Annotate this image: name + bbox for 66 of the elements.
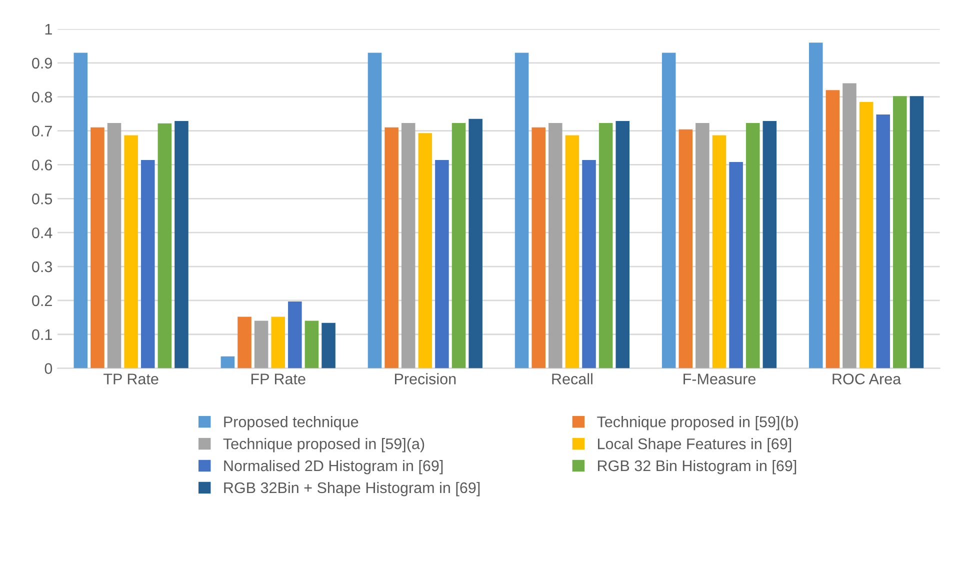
bar [762, 120, 777, 368]
bar [220, 356, 235, 368]
bar [696, 122, 710, 368]
y-tick-label: 1 [45, 24, 52, 35]
bar [565, 135, 580, 368]
y-tick-label: 0.2 [32, 295, 52, 306]
y-tick-label: 0 [44, 363, 52, 374]
bar [90, 127, 104, 368]
y-tick-label: 0.4 [32, 227, 52, 238]
bar [893, 96, 907, 368]
bar [582, 160, 596, 368]
bar [532, 127, 546, 368]
bar [910, 96, 924, 368]
bar [746, 122, 760, 368]
bar [808, 42, 823, 368]
bar [712, 135, 726, 368]
legend-label: Normalised 2D Histogram in [69] [224, 460, 443, 474]
y-tick-label: 0.7 [32, 126, 52, 136]
x-tick-label: FP Rate [251, 374, 306, 384]
bar [548, 122, 562, 368]
bar [662, 52, 676, 368]
x-tick-label: Recall [552, 373, 592, 384]
bar [826, 90, 840, 368]
bar [140, 160, 155, 368]
bar [859, 102, 874, 368]
bar [238, 316, 252, 368]
legend-label: Local Shape Features in [69] [598, 438, 792, 452]
legend-label: RGB 32Bin + Shape Histogram in [69] [224, 482, 480, 496]
bar [74, 52, 88, 368]
bar [254, 320, 268, 368]
bar [435, 160, 449, 368]
y-tick-label: 0.6 [32, 160, 52, 170]
bar [418, 133, 432, 368]
x-tick-label: ROC Area [832, 374, 902, 384]
bar [468, 118, 482, 368]
bar [384, 127, 398, 368]
bar [271, 316, 285, 368]
x-tick-label: Precision [394, 373, 456, 384]
bar [616, 120, 630, 368]
bar [124, 135, 138, 368]
bar [842, 83, 856, 368]
y-tick-label: 0.1 [32, 329, 52, 340]
x-tick-label: F-Measure [684, 374, 756, 384]
bar [598, 122, 613, 368]
legend-label: RGB 32 Bin Histogram in [69] [598, 460, 796, 474]
y-tick-label: 0.5 [32, 194, 52, 204]
bar [174, 120, 188, 368]
bar [876, 114, 890, 368]
y-tick-label: 0.9 [32, 58, 52, 69]
bar [401, 122, 416, 368]
bar [158, 123, 172, 368]
legend-label: Technique proposed in [59](b) [597, 416, 798, 430]
bar [322, 322, 336, 368]
y-tick-label: 0.8 [32, 92, 52, 103]
bar [107, 122, 122, 368]
bar [514, 52, 529, 368]
x-tick-label: TP Rate [104, 374, 158, 384]
bar [678, 129, 693, 368]
bar [729, 162, 743, 368]
legend-label: Proposed technique [224, 416, 358, 430]
y-tick-label: 0.3 [32, 261, 52, 272]
bar [304, 320, 319, 368]
bar [452, 122, 466, 368]
bar [288, 301, 302, 368]
bar [368, 52, 382, 368]
legend-label: Technique proposed in [59](a) [223, 438, 424, 452]
